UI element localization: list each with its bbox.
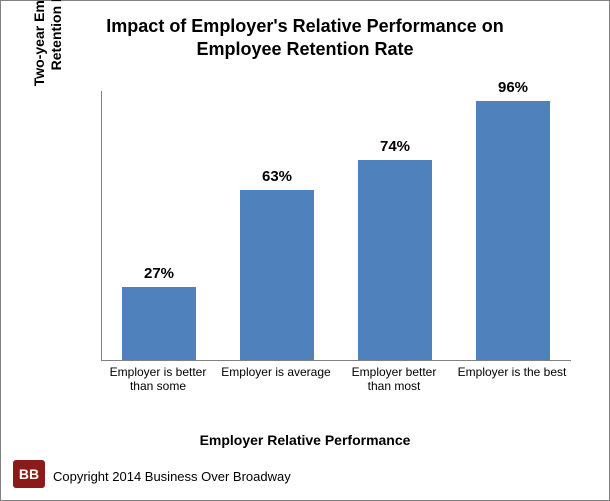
bar-label-1: 63%: [240, 168, 314, 185]
bar-label-0: 27%: [122, 265, 196, 282]
copyright-text: Copyright 2014 Business Over Broadway: [53, 469, 291, 484]
y-axis-line1: Two-year Employee: [31, 0, 47, 86]
category-label-2: Employer better than most: [339, 366, 449, 394]
y-axis-title: Two-year Employee Retention Rate: [31, 0, 65, 121]
chart-container: Impact of Employer's Relative Performanc…: [0, 0, 610, 501]
bar-1: 63%: [240, 190, 314, 360]
category-label-0: Employer is better than some: [103, 366, 213, 394]
category-label-1: Employer is average: [221, 366, 331, 380]
bar-0: 27%: [122, 287, 196, 360]
chart-title: Impact of Employer's Relative Performanc…: [1, 15, 609, 62]
title-line2: Employee Retention Rate: [196, 39, 413, 59]
bar-3: 96%: [476, 101, 550, 360]
plot-area: 27% 63% 74% 96%: [101, 91, 571, 361]
chart-area: 27% 63% 74% 96% Employer is better than …: [101, 91, 571, 391]
category-label-3: Employer is the best: [457, 366, 567, 380]
logo-icon: BB: [13, 460, 45, 488]
bar-label-2: 74%: [358, 138, 432, 155]
bar-2: 74%: [358, 160, 432, 360]
bar-label-3: 96%: [476, 79, 550, 96]
y-axis-line2: Retention Rate: [48, 0, 64, 70]
x-axis-title: Employer Relative Performance: [1, 432, 609, 448]
title-line1: Impact of Employer's Relative Performanc…: [106, 16, 503, 36]
